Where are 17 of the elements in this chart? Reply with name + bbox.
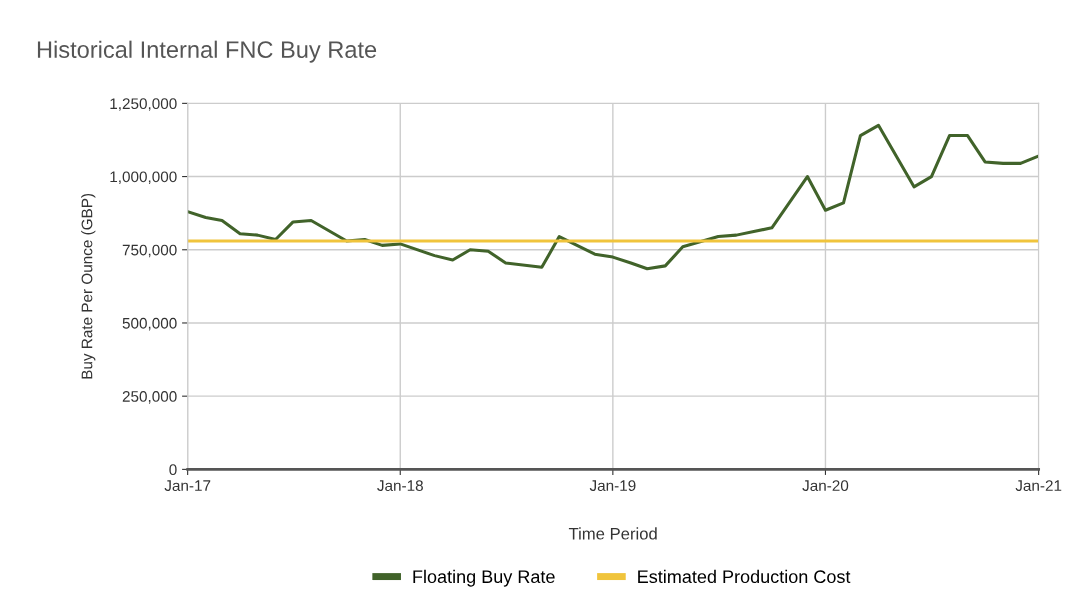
- x-tick-label: Jan-17: [164, 480, 211, 492]
- y-tick-label: 0: [169, 464, 177, 476]
- x-tick-label: Jan-21: [1015, 480, 1062, 492]
- line-series: [187, 123, 1039, 271]
- legend-label: Estimated Production Cost: [638, 569, 851, 584]
- chart-title: Historical Internal FNC Buy Rate: [37, 40, 377, 63]
- y-tick-label: 1,250,000: [110, 98, 177, 111]
- x-tick-label: Jan-19: [589, 480, 636, 492]
- y-tick-label: 750,000: [122, 244, 177, 258]
- y-axis-title: Buy Rate Per Ounce (GBP): [81, 193, 96, 379]
- legend-label: Floating Buy Rate: [413, 569, 555, 587]
- y-tick-label: 500,000: [122, 317, 177, 331]
- x-axis-title: Time Period: [568, 527, 657, 540]
- x-tick-label: Jan-20: [802, 480, 849, 492]
- y-tick-label: 250,000: [122, 391, 177, 404]
- y-tick-label: 1,000,000: [110, 171, 177, 185]
- x-tick-label: Jan-18: [377, 480, 423, 492]
